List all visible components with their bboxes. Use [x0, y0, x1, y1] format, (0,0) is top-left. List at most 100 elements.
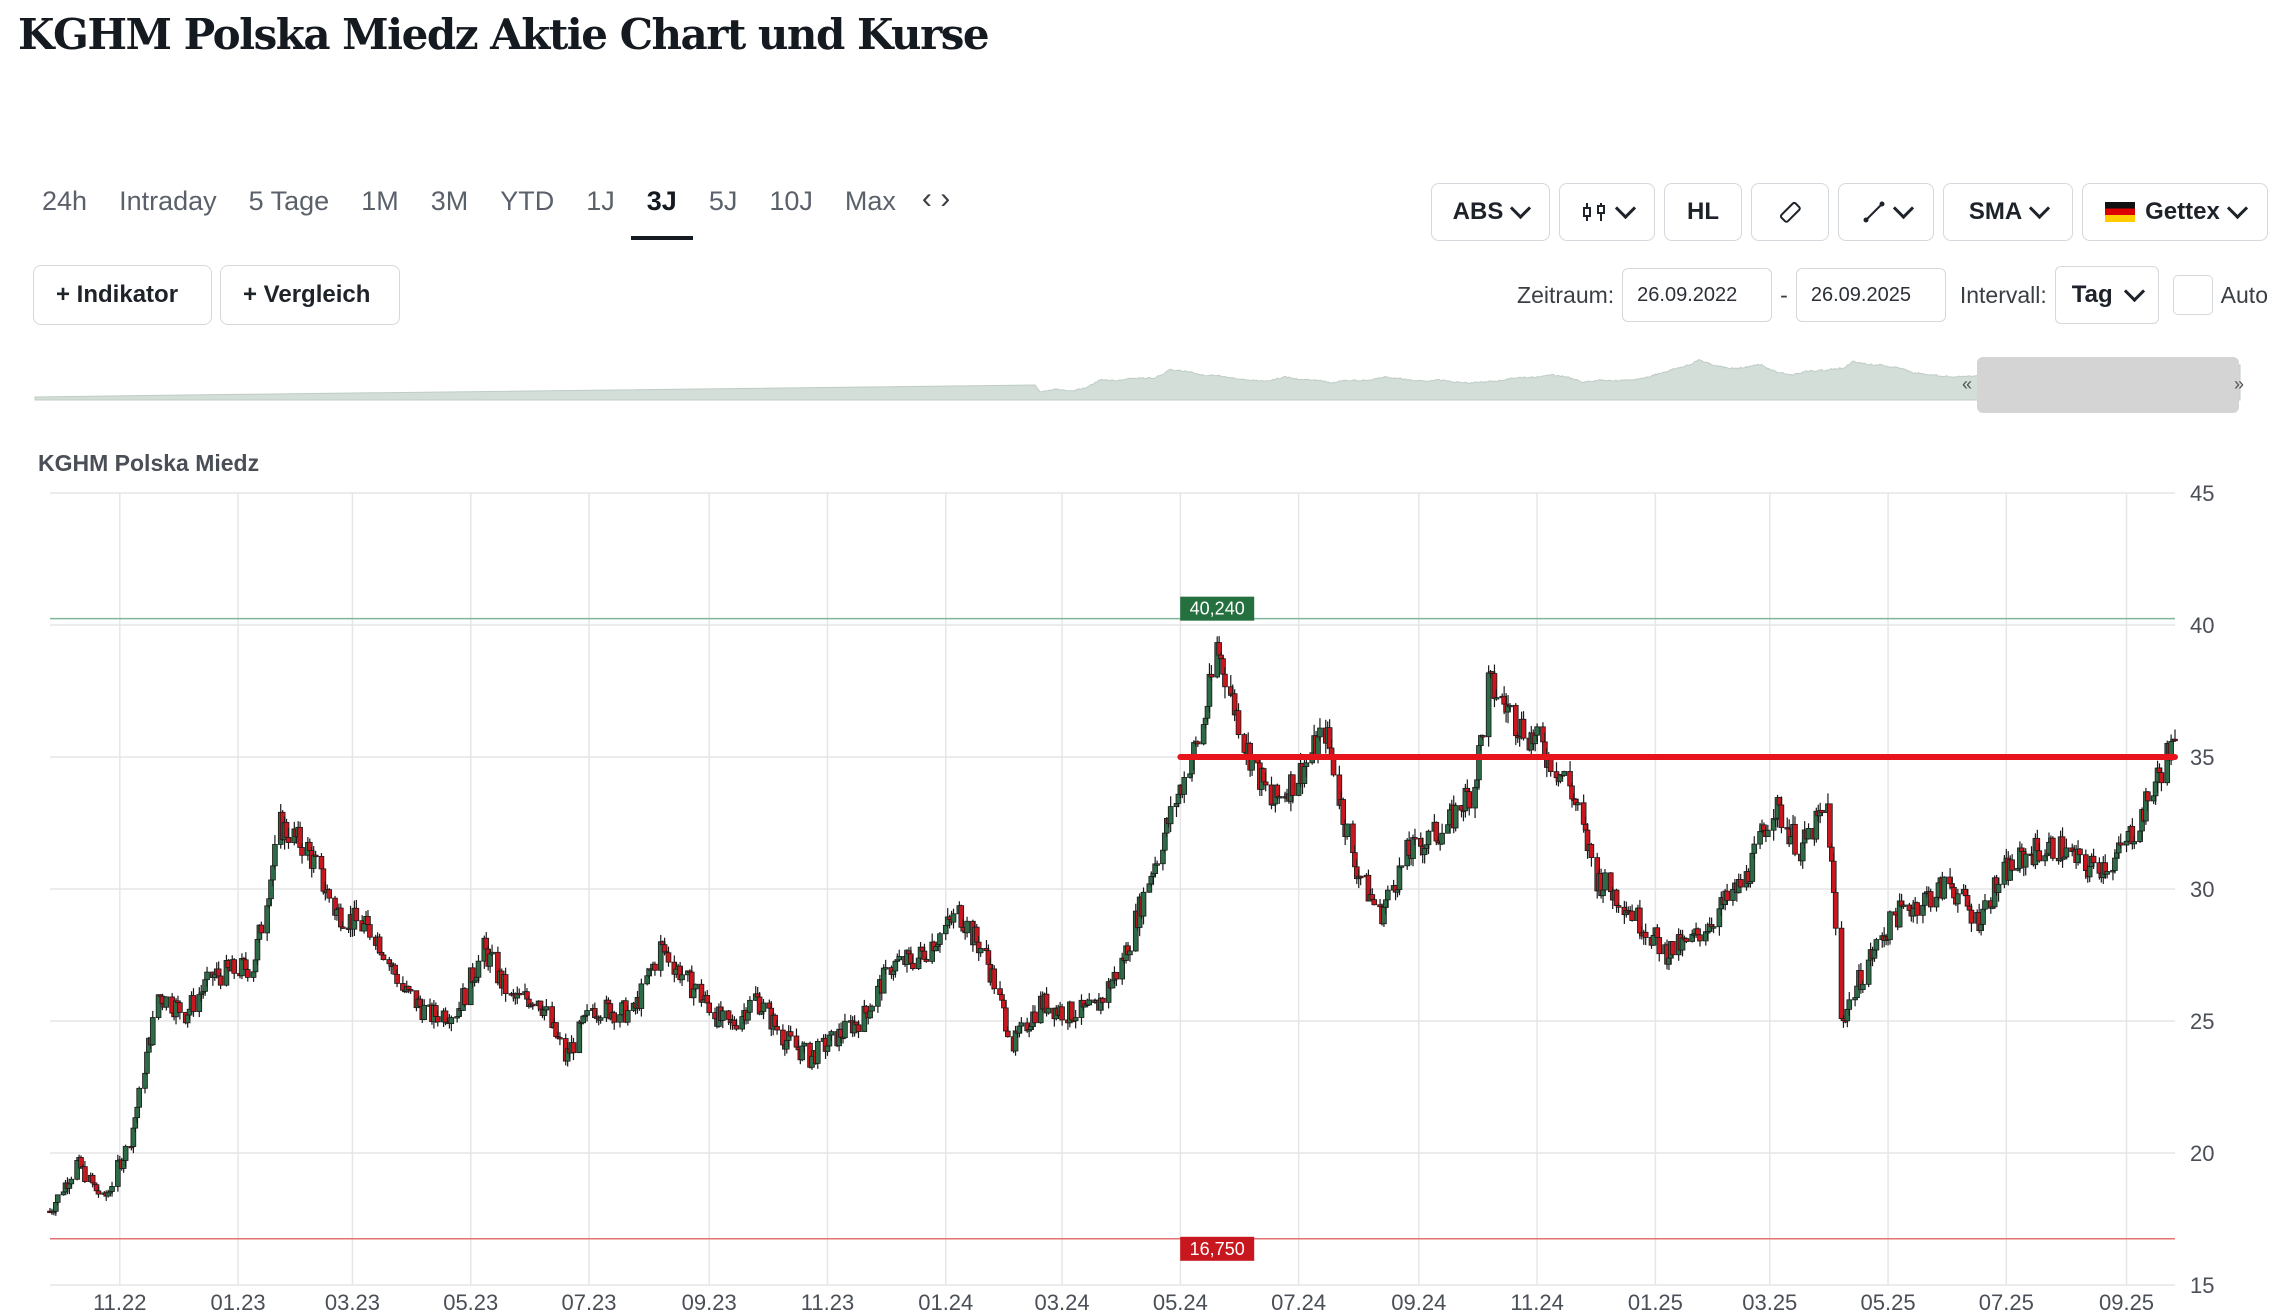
candle-up — [481, 937, 488, 962]
candle-down — [1179, 784, 1186, 795]
candle-up — [729, 1019, 736, 1024]
candle-down — [1043, 993, 1050, 1014]
candle-up — [1206, 673, 1213, 707]
hl-button[interactable]: HL — [1664, 183, 1742, 241]
candle-up — [1596, 873, 1602, 892]
candle-up — [702, 995, 709, 1001]
candle-down — [2117, 842, 2124, 846]
candle-down — [367, 924, 373, 938]
tab-3j[interactable]: 3J — [630, 178, 693, 240]
date-to-input[interactable]: 26.09.2025 — [1795, 268, 1946, 322]
tab-1j[interactable]: 1J — [586, 186, 615, 216]
add-indicator-button[interactable]: + Indikator — [33, 265, 212, 325]
candle-up — [1507, 704, 1513, 708]
candle-up — [1854, 985, 1860, 999]
ruler-button[interactable] — [1751, 183, 1829, 241]
candle-down — [1371, 899, 1378, 906]
candle-down — [1893, 911, 1899, 916]
candle-down — [849, 1020, 856, 1034]
tab-5j[interactable]: 5J — [708, 186, 738, 216]
y-tick-label: 20 — [2190, 1141, 2214, 1166]
candle-up — [1028, 1026, 1034, 1031]
tab-intraday[interactable]: Intraday — [119, 186, 217, 216]
candle-down — [813, 1050, 819, 1064]
candle-up — [1276, 796, 1283, 799]
candle-up — [1586, 843, 1593, 852]
tab-ytd[interactable]: YTD — [500, 186, 555, 216]
candle-up — [1941, 876, 1948, 899]
tab-1m[interactable]: 1M — [361, 186, 399, 216]
candle-down — [731, 1019, 738, 1026]
candle-up — [2164, 742, 2171, 784]
candle-down — [1065, 1019, 1071, 1024]
candle-down — [948, 919, 955, 923]
candle-down — [307, 841, 313, 851]
x-tick-label: 11.22 — [93, 1290, 146, 1314]
candle-up — [877, 979, 883, 987]
candle-up — [1980, 908, 1986, 925]
tab-scroll-arrows-icon[interactable]: ‹ › — [921, 182, 951, 215]
candle-down — [1553, 771, 1560, 779]
exchange-dropdown[interactable]: Gettex — [2082, 183, 2268, 241]
candle-down — [378, 952, 385, 956]
add-comparison-button[interactable]: + Vergleich — [220, 265, 400, 325]
candle-up — [1167, 806, 1174, 825]
candle-down — [983, 948, 990, 952]
candle-up — [543, 1006, 550, 1011]
navigator-right-handle-icon[interactable]: » — [2234, 374, 2244, 394]
candle-down — [659, 941, 666, 946]
candle-up — [2131, 841, 2138, 845]
candle-down — [128, 1145, 135, 1149]
x-tick-label: 05.24 — [1153, 1290, 1208, 1314]
candle-down — [502, 974, 509, 995]
candle-down — [855, 1024, 862, 1032]
candle-up — [1057, 1006, 1063, 1016]
candle-up — [1635, 907, 1641, 921]
abs-dropdown[interactable]: ABS — [1431, 183, 1550, 241]
hl-label: HL — [1687, 198, 1719, 225]
range-navigator[interactable]: « » — [0, 345, 2281, 430]
candle-down — [1222, 673, 1228, 688]
candle-up — [1193, 741, 1199, 744]
candle-down — [1670, 941, 1676, 956]
chart-type-dropdown[interactable] — [1559, 183, 1655, 241]
candle-up — [1924, 891, 1930, 895]
candle-up — [1030, 1011, 1036, 1028]
candle-down — [1001, 999, 1007, 1009]
candle-down — [2172, 738, 2178, 742]
candle-down — [1947, 876, 1953, 885]
candle-up — [1666, 957, 1672, 965]
candle-up — [1105, 981, 1112, 1003]
date-from-input[interactable]: 26.09.2022 — [1622, 268, 1773, 322]
chart-toolbar: ABS HL SMA Gettex — [1431, 183, 2268, 241]
candle-up — [1561, 771, 1568, 776]
candle-up — [811, 1050, 817, 1057]
candle-up — [1772, 817, 1779, 821]
navigator-selection[interactable] — [1977, 357, 2239, 413]
candle-down — [2141, 809, 2147, 822]
auto-checkbox[interactable] — [2172, 275, 2213, 315]
candle-down — [671, 961, 678, 975]
candle-down — [1024, 1022, 1030, 1032]
candle-up — [2170, 738, 2176, 742]
candle-up — [1245, 742, 1252, 755]
navigator-left-handle-icon[interactable]: « — [1962, 374, 1972, 394]
candle-up — [1732, 882, 1738, 890]
candle-down — [888, 967, 895, 975]
candle-up — [277, 811, 284, 845]
candle-down — [462, 988, 468, 1006]
draw-tool-dropdown[interactable] — [1838, 183, 1934, 241]
candle-up — [1270, 803, 1277, 806]
candle-down — [1540, 726, 1546, 743]
tab-24h[interactable]: 24h — [42, 186, 88, 216]
sma-dropdown[interactable]: SMA — [1943, 183, 2073, 241]
tab-3m[interactable]: 3M — [430, 186, 469, 216]
candle-down — [2156, 767, 2163, 774]
candle-up — [146, 1037, 152, 1053]
tab-max[interactable]: Max — [844, 186, 896, 216]
interval-select[interactable]: Tag — [2054, 266, 2159, 324]
candle-down — [743, 1010, 749, 1021]
tab-5-tage[interactable]: 5 Tage — [248, 186, 330, 216]
candle-down — [611, 1012, 618, 1023]
tab-10j[interactable]: 10J — [769, 186, 813, 216]
